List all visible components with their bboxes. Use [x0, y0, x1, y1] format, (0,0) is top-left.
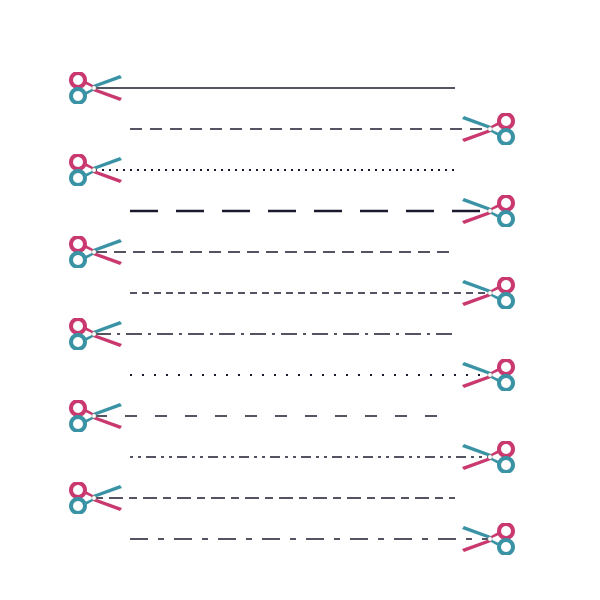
- scissors-icon: [68, 400, 124, 432]
- cut-line-row: [0, 152, 600, 192]
- cut-line-row: [0, 70, 600, 110]
- scissors-icon: [68, 236, 124, 268]
- scissors-icon: [460, 277, 516, 309]
- cut-line-row: [0, 357, 600, 397]
- cut-line-row: [0, 439, 600, 479]
- cut-line-row: [0, 111, 600, 151]
- cut-line-row: [0, 275, 600, 315]
- scissors-icon: [68, 154, 124, 186]
- cut-line-row: [0, 193, 600, 233]
- scissors-icon: [460, 441, 516, 473]
- scissors-icon: [68, 318, 124, 350]
- cut-line-row: [0, 521, 600, 561]
- scissors-icon: [460, 113, 516, 145]
- cut-line-row: [0, 316, 600, 356]
- cut-line-row: [0, 234, 600, 274]
- scissors-icon: [460, 195, 516, 227]
- cut-line-row: [0, 398, 600, 438]
- scissors-icon: [460, 523, 516, 555]
- scissors-icon: [68, 482, 124, 514]
- cut-line-row: [0, 480, 600, 520]
- scissors-icon: [460, 359, 516, 391]
- scissors-icon: [68, 72, 124, 104]
